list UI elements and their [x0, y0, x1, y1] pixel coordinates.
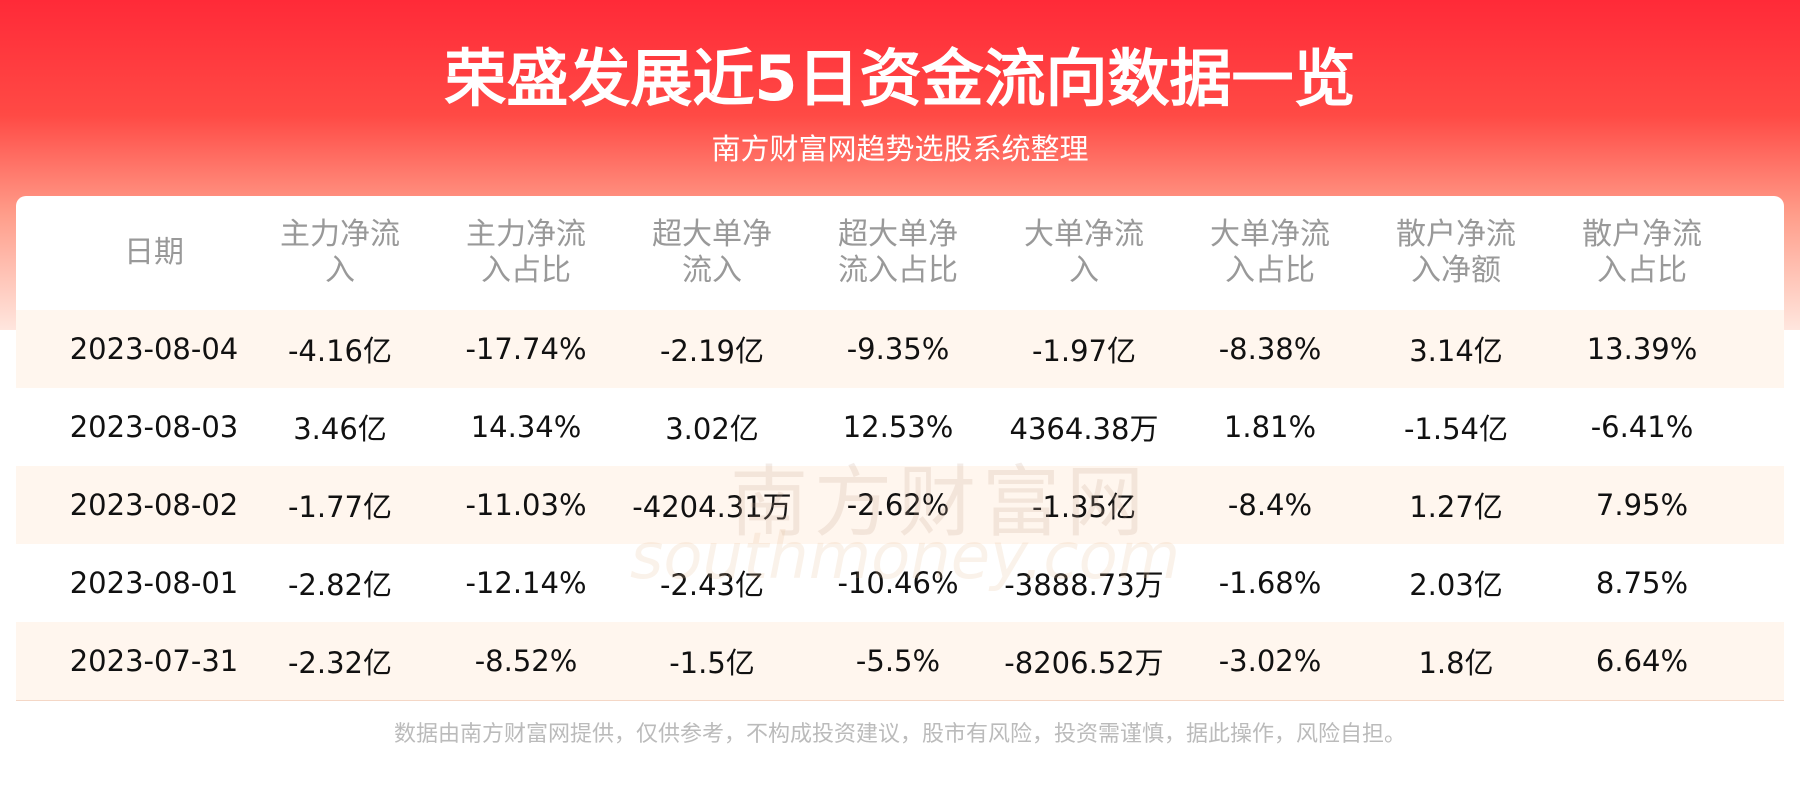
table-cell: -1.97亿 [1031, 334, 1137, 368]
table-cell: -17.74% [465, 332, 587, 366]
table-row: 2023-08-01 -2.82亿 -12.14% -2.43亿 -10.46% -388… [16, 544, 1784, 622]
table-cell: -8.4% [1227, 488, 1313, 522]
table: 日期 主力净流入 主力净流入占比 超大单净流入 超大单净流入占比 大单净流入 大单净流入占比… [16, 196, 1784, 804]
table-cell: -2.43亿 [659, 568, 765, 602]
table-cell: 1.8亿 [1418, 646, 1494, 680]
column-header: 大单净流入 [1024, 217, 1144, 288]
table-row: 2023-08-02 -1.77亿 -11.03% -4204.31万 -2.62% -1… [16, 466, 1784, 544]
table-cell: 13.39% [1586, 332, 1698, 366]
table-row: 2023-08-03 3.46亿 14.34% 3.02亿 12.53% 4364.38万… [16, 388, 1784, 466]
table-cell: 12.53% [842, 410, 954, 444]
table-cell: 3.02亿 [665, 412, 759, 446]
table-cell: 4364.38万 [1009, 412, 1159, 446]
table-cell: 3.46亿 [293, 412, 387, 446]
table-cell: -4204.31万 [632, 490, 792, 524]
table-cell: -1.5亿 [669, 646, 755, 680]
column-header: 主力净流入 [280, 217, 400, 288]
table-cell: 1.27亿 [1409, 490, 1503, 524]
subtitle: 南方财富网趋势选股系统整理 [711, 132, 1089, 166]
table-cell: 1.81% [1223, 410, 1317, 444]
table-cell: -9.35% [846, 332, 950, 366]
table-cell: -3888.73万 [1004, 568, 1164, 602]
table-cell: 2023-08-02 [69, 488, 239, 522]
table-cell: 2023-08-04 [69, 332, 239, 366]
title: 荣盛发展近5日资金流向数据一览 [444, 42, 1356, 115]
table-cell: 2023-07-31 [69, 644, 239, 678]
table-cell: 2.03亿 [1409, 568, 1503, 602]
table-cell: -10.46% [837, 566, 959, 600]
table-cell: -8.38% [1218, 332, 1322, 366]
table-cell: 2023-08-01 [69, 566, 239, 600]
table-row: 2023-08-04 -4.16亿 -17.74% -2.19亿 -9.35% -1.97… [16, 310, 1784, 388]
table-cell: -12.14% [465, 566, 587, 600]
header-row: 日期 主力净流入 主力净流入占比 超大单净流入 超大单净流入占比 大单净流入 大单净流入占比… [16, 196, 1784, 310]
column-header: 超大单净流入占比 [838, 217, 958, 288]
column-header: 大单净流入占比 [1210, 217, 1330, 288]
table-cell: -6.41% [1590, 410, 1694, 444]
table-cell: -4.16亿 [287, 334, 393, 368]
table-cell: -2.19亿 [659, 334, 765, 368]
table-cell: -2.82亿 [287, 568, 393, 602]
table-cell: -1.68% [1218, 566, 1322, 600]
table-cell: -11.03% [465, 488, 587, 522]
separator [16, 700, 1784, 701]
table-cell: 7.95% [1595, 488, 1689, 522]
column-header: 日期 [124, 235, 184, 270]
table-cell: -8206.52万 [1004, 646, 1164, 680]
table-cell: -8.52% [474, 644, 578, 678]
table-cell: -2.62% [846, 488, 950, 522]
footer-note: 数据由南方财富网提供，仅供参考，不构成投资建议，股市有风险，投资需谨慎，据此操作… [393, 722, 1406, 747]
table-cell: -2.32亿 [287, 646, 393, 680]
column-header: 超大单净流入 [652, 217, 772, 288]
table-cell: 6.64% [1595, 644, 1689, 678]
table-cell: -1.77亿 [287, 490, 393, 524]
column-header: 散户净流入净额 [1396, 217, 1516, 288]
table-cell: 8.75% [1595, 566, 1689, 600]
table-cell: 14.34% [470, 410, 582, 444]
watermark: 南方财富网 [730, 458, 1151, 548]
table-cell: -1.35亿 [1031, 490, 1137, 524]
table-cell: -1.54亿 [1403, 412, 1509, 446]
table-cell: 2023-08-03 [69, 410, 239, 444]
table-row: 2023-07-31 -2.32亿 -8.52% -1.5亿 -5.5% -8206.52… [16, 622, 1784, 700]
watermark: southmoney.com [630, 520, 1181, 594]
column-header: 主力净流入占比 [466, 217, 586, 288]
column-header: 散户净流入占比 [1582, 217, 1702, 288]
table-cell: -3.02% [1218, 644, 1322, 678]
table-cell: -5.5% [855, 644, 941, 678]
table-cell: 3.14亿 [1409, 334, 1503, 368]
